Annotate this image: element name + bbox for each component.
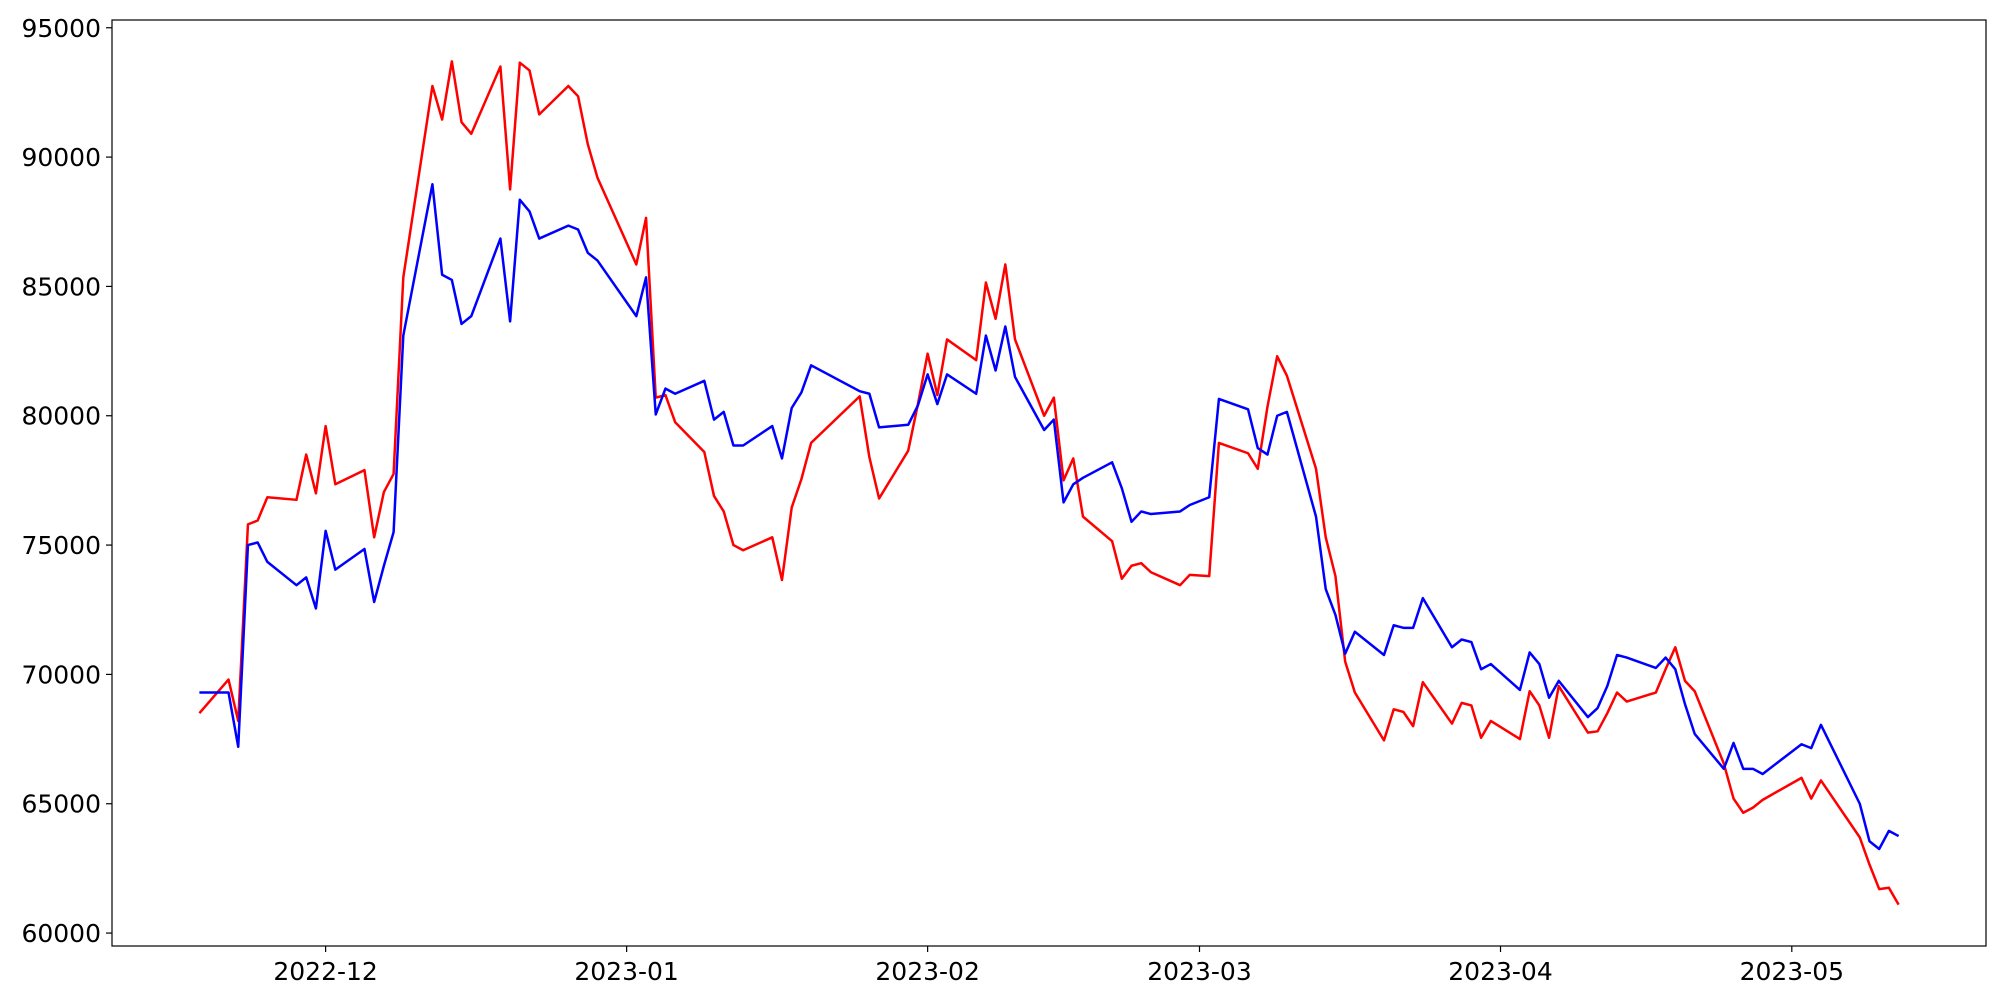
- x-tick-label: 2023-02: [875, 957, 979, 986]
- y-tick-label: 75000: [21, 531, 101, 560]
- y-tick-label: 80000: [21, 402, 101, 431]
- line-series: [199, 183, 1900, 851]
- line-series: [198, 60, 1900, 906]
- y-tick-label: 70000: [21, 660, 101, 689]
- plot-frame: [111, 19, 1987, 947]
- x-tick-label: 2023-03: [1147, 957, 1251, 986]
- y-tick-label: 65000: [21, 790, 101, 819]
- x-tick-label: 2022-12: [273, 957, 377, 986]
- y-tick-label: 95000: [21, 14, 101, 43]
- y-tick-label: 60000: [21, 919, 101, 948]
- y-tick-label: 90000: [21, 143, 101, 172]
- y-tick-label: 85000: [21, 272, 101, 301]
- x-tick-label: 2023-05: [1740, 957, 1844, 986]
- x-tick-label: 2023-01: [574, 957, 678, 986]
- x-tick-label: 2023-04: [1448, 957, 1552, 986]
